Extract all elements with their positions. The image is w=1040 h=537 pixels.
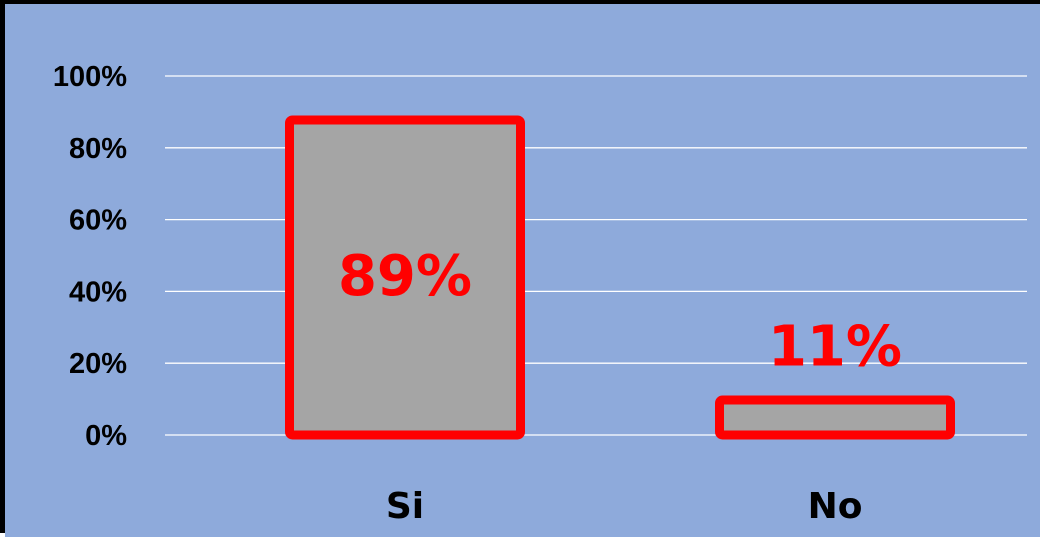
bar-si (285, 115, 525, 440)
data-label-si: 89% (338, 244, 472, 309)
y-axis-tick-labels: 0% 20% 40% 60% 80% 100% (53, 61, 127, 452)
y-tick-label: 40% (69, 276, 127, 308)
y-tick-label: 100% (53, 61, 127, 93)
category-label-si: Si (386, 486, 424, 527)
bar-chart: 0% 20% 40% 60% 80% 100% 89% 11% Si No (5, 4, 1040, 537)
data-label-no: 11% (768, 315, 902, 380)
x-axis-category-labels: Si No (386, 486, 863, 527)
y-tick-label: 60% (69, 205, 127, 237)
y-tick-label: 20% (69, 348, 127, 380)
data-labels: 89% 11% (338, 244, 902, 379)
bar-no (715, 395, 955, 440)
category-label-no: No (808, 486, 863, 527)
y-tick-label: 80% (69, 133, 127, 165)
y-tick-label: 0% (85, 420, 127, 452)
bars (285, 115, 955, 440)
